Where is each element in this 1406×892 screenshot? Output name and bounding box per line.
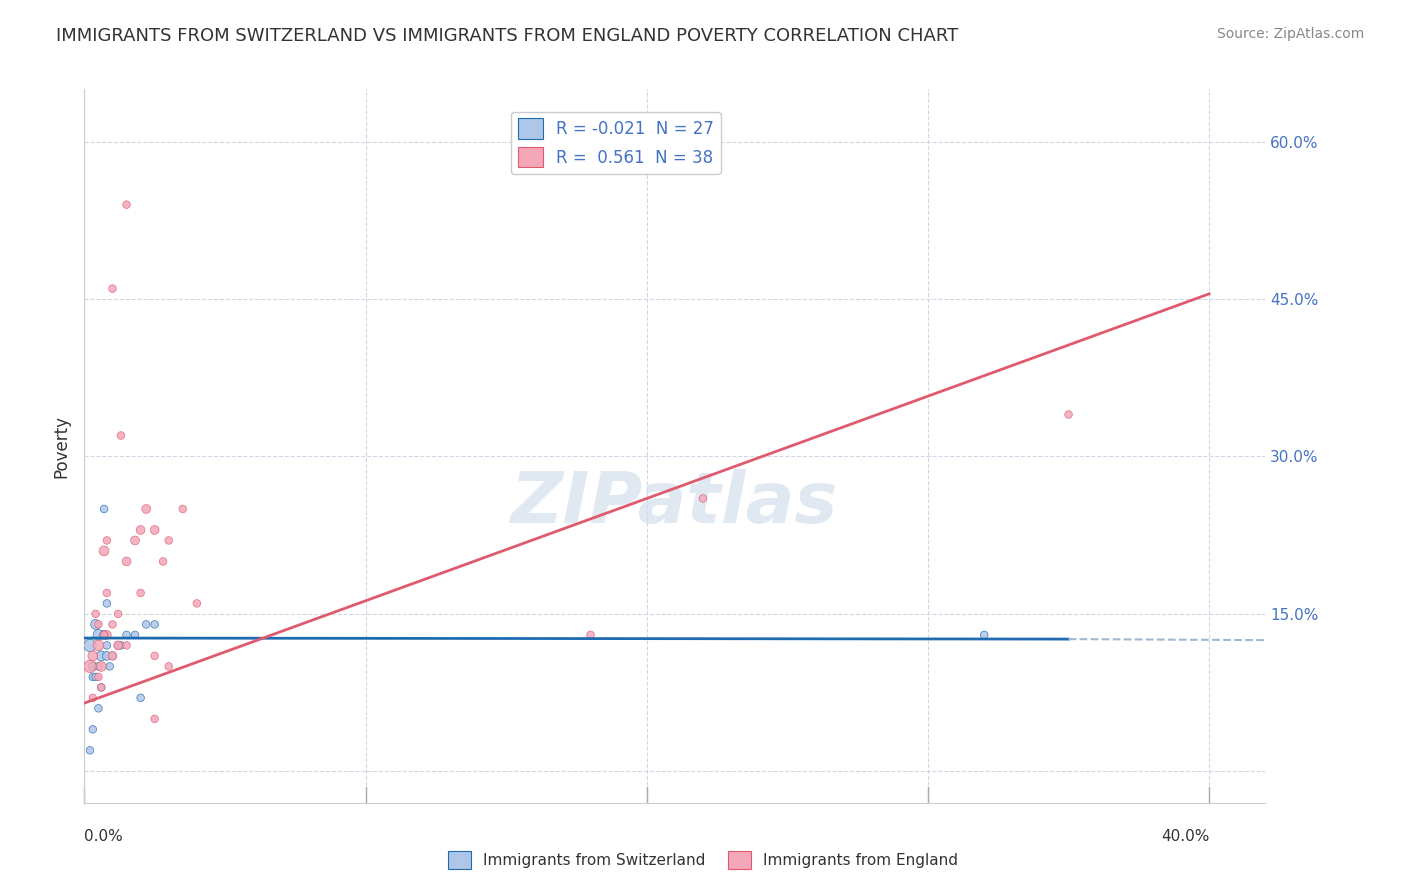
Point — [157, 659, 180, 673]
Point — [84, 607, 107, 621]
Point — [101, 617, 124, 632]
Point — [129, 523, 152, 537]
Text: 40.0%: 40.0% — [1161, 829, 1209, 844]
Point — [115, 554, 138, 568]
Point — [82, 648, 104, 663]
Point — [152, 554, 174, 568]
Point — [98, 659, 121, 673]
Point — [115, 197, 138, 211]
Point — [143, 617, 166, 632]
Y-axis label: Poverty: Poverty — [52, 415, 70, 477]
Point — [87, 659, 110, 673]
Point — [110, 428, 132, 442]
Point — [93, 628, 115, 642]
Legend: R = -0.021  N = 27, R =  0.561  N = 38: R = -0.021 N = 27, R = 0.561 N = 38 — [510, 112, 721, 174]
Point — [93, 544, 115, 558]
Point — [172, 502, 194, 516]
Point — [110, 639, 132, 653]
Point — [96, 586, 118, 600]
Point — [79, 743, 101, 757]
Point — [135, 502, 157, 516]
Point — [157, 533, 180, 548]
Point — [82, 659, 104, 673]
Point — [101, 648, 124, 663]
Point — [124, 628, 146, 642]
Point — [82, 690, 104, 705]
Point — [87, 617, 110, 632]
Text: 0.0%: 0.0% — [84, 829, 124, 844]
Point — [96, 628, 118, 642]
Point — [124, 533, 146, 548]
Point — [143, 712, 166, 726]
Point — [82, 723, 104, 737]
Point — [1057, 408, 1080, 422]
Point — [87, 628, 110, 642]
Point — [96, 639, 118, 653]
Point — [115, 639, 138, 653]
Point — [96, 533, 118, 548]
Point — [79, 639, 101, 653]
Point — [82, 670, 104, 684]
Point — [93, 502, 115, 516]
Point — [84, 670, 107, 684]
Point — [87, 670, 110, 684]
Point — [579, 628, 602, 642]
Point — [84, 617, 107, 632]
Point — [90, 659, 112, 673]
Point — [129, 690, 152, 705]
Point — [96, 648, 118, 663]
Point — [101, 282, 124, 296]
Point — [90, 648, 112, 663]
Point — [107, 639, 129, 653]
Point — [143, 648, 166, 663]
Point — [90, 681, 112, 695]
Point — [96, 596, 118, 610]
Point — [79, 659, 101, 673]
Point — [107, 607, 129, 621]
Legend: Immigrants from Switzerland, Immigrants from England: Immigrants from Switzerland, Immigrants … — [441, 845, 965, 875]
Point — [107, 639, 129, 653]
Point — [186, 596, 208, 610]
Point — [87, 639, 110, 653]
Point — [692, 491, 714, 506]
Point — [135, 617, 157, 632]
Text: ZIPatlas: ZIPatlas — [512, 468, 838, 538]
Point — [101, 648, 124, 663]
Point — [973, 628, 995, 642]
Point — [87, 701, 110, 715]
Point — [90, 681, 112, 695]
Point — [115, 628, 138, 642]
Text: Source: ZipAtlas.com: Source: ZipAtlas.com — [1216, 27, 1364, 41]
Point — [93, 628, 115, 642]
Text: IMMIGRANTS FROM SWITZERLAND VS IMMIGRANTS FROM ENGLAND POVERTY CORRELATION CHART: IMMIGRANTS FROM SWITZERLAND VS IMMIGRANT… — [56, 27, 959, 45]
Point — [129, 586, 152, 600]
Point — [143, 523, 166, 537]
